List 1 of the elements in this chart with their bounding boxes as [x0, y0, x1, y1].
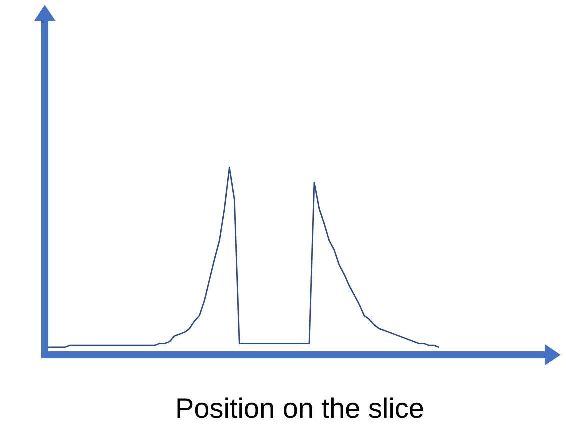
x-axis-title: Position on the slice	[178, 398, 424, 418]
